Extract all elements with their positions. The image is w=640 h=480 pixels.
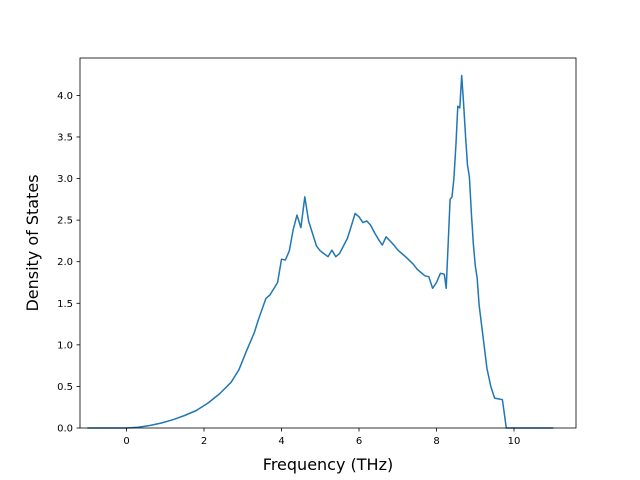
y-tick-label: 1.5 [57, 299, 73, 310]
y-tick-label: 2.0 [57, 257, 73, 268]
plot-area-background [80, 58, 576, 428]
y-tick-label: 0.0 [57, 424, 73, 435]
y-tick-label: 1.0 [57, 340, 73, 351]
y-tick-label: 0.5 [57, 382, 73, 393]
x-tick-label: 2 [201, 436, 207, 447]
x-tick-label: 8 [433, 436, 439, 447]
x-axis-ticks: 0 2 4 6 8 10 [123, 428, 520, 447]
x-axis-title: Frequency (THz) [263, 455, 393, 474]
x-tick-label: 6 [356, 436, 362, 447]
plot-area-frame [79, 57, 577, 429]
x-tick-label: 10 [508, 436, 521, 447]
y-tick-label: 2.5 [57, 216, 73, 227]
y-tick-label: 4.0 [57, 91, 73, 102]
y-tick-label: 3.0 [57, 174, 73, 185]
x-tick-label: 4 [278, 436, 284, 447]
dos-series-line [87, 74, 554, 429]
x-tick-label: 0 [123, 436, 129, 447]
y-axis-title: Density of States [23, 174, 42, 311]
y-axis-ticks: 0.0 0.5 1.0 1.5 2.0 2.5 3.0 3.5 4.0 [57, 91, 80, 435]
y-tick-label: 3.5 [57, 132, 73, 143]
